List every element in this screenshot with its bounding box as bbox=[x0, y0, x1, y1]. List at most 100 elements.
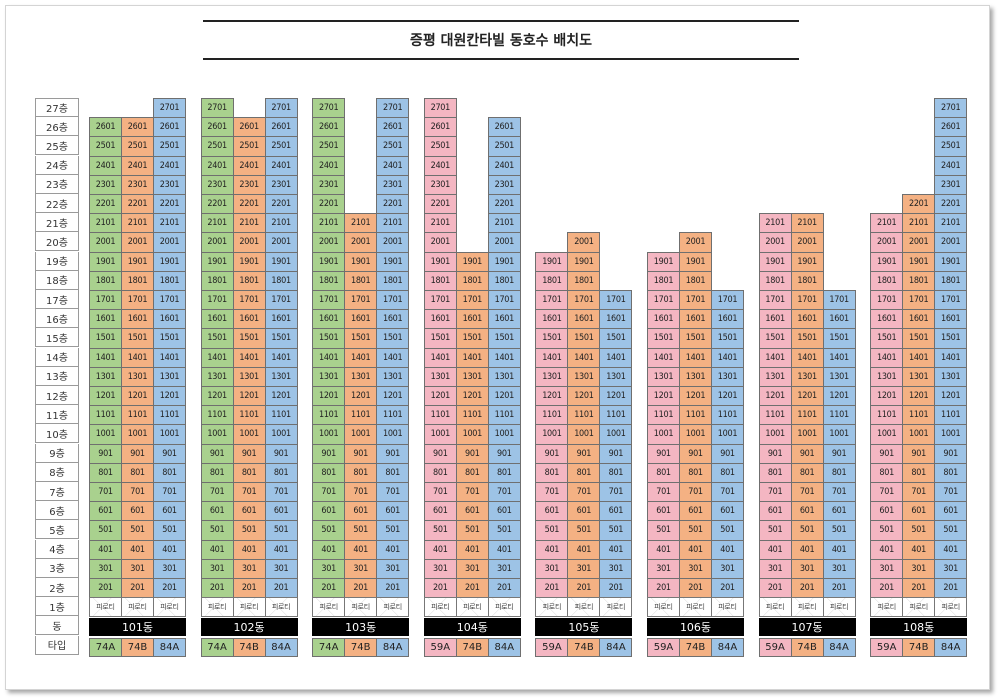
unit-cell: 1201 bbox=[870, 386, 904, 407]
unit-cell: 401 bbox=[567, 539, 601, 560]
unit-cell: 501 bbox=[312, 520, 346, 541]
unit-cell: 401 bbox=[232, 539, 266, 560]
unit-type-cell: 74B bbox=[121, 637, 154, 657]
unit-cell: 1701 bbox=[679, 290, 712, 311]
unit-cell: 1501 bbox=[822, 328, 856, 349]
unit-cell: 2101 bbox=[423, 213, 457, 234]
unit-cell: 2201 bbox=[232, 194, 266, 215]
unit-cell: 301 bbox=[153, 558, 186, 579]
unit-cell: 601 bbox=[790, 501, 824, 522]
unit-cell: 1201 bbox=[679, 386, 712, 407]
floor-label: 15층 bbox=[35, 328, 79, 348]
unit-cell: 401 bbox=[535, 539, 569, 560]
pilotis-cell: 피로티 bbox=[232, 597, 266, 618]
unit-cell: 1901 bbox=[423, 251, 457, 272]
unit-cell: 1801 bbox=[487, 270, 521, 291]
unit-cell: 1701 bbox=[934, 290, 968, 311]
unit-cell: 901 bbox=[312, 443, 346, 464]
unit-cell: 1301 bbox=[200, 366, 234, 387]
unit-cell: 901 bbox=[599, 443, 633, 464]
unit-cell: 901 bbox=[423, 443, 457, 464]
unit-cell: 801 bbox=[153, 462, 186, 483]
unit-cell: 1301 bbox=[232, 366, 266, 387]
unit-cell: 1301 bbox=[599, 366, 633, 387]
unit-type-cell: 84A bbox=[822, 637, 856, 657]
unit-cell: 1101 bbox=[711, 405, 744, 426]
unit-cell: 801 bbox=[679, 462, 712, 483]
unit-cell: 2001 bbox=[758, 232, 792, 253]
unit-cell: 601 bbox=[376, 501, 410, 522]
unit-cell: 301 bbox=[711, 558, 744, 579]
unit-cell: 1401 bbox=[344, 347, 378, 368]
unit-cell: 1401 bbox=[312, 347, 346, 368]
unit-cell: 1701 bbox=[790, 290, 824, 311]
unit-cell: 1401 bbox=[934, 347, 968, 368]
unit-cell: 1801 bbox=[121, 270, 154, 291]
unit-cell: 1301 bbox=[264, 366, 298, 387]
unit-cell: 1301 bbox=[312, 366, 346, 387]
unit-cell: 301 bbox=[455, 558, 489, 579]
unit-cell: 2001 bbox=[153, 232, 186, 253]
unit-cell: 2501 bbox=[312, 136, 346, 157]
unit-cell: 1901 bbox=[758, 251, 792, 272]
pilotis-cell: 피로티 bbox=[934, 597, 968, 618]
unit-cell: 301 bbox=[89, 558, 122, 579]
unit-cell: 1401 bbox=[758, 347, 792, 368]
unit-cell: 2401 bbox=[153, 155, 186, 176]
unit-cell: 2601 bbox=[934, 117, 968, 138]
unit-cell: 1101 bbox=[790, 405, 824, 426]
pilotis-cell: 피로티 bbox=[153, 597, 186, 618]
unit-cell: 2101 bbox=[758, 213, 792, 234]
unit-cell: 401 bbox=[423, 539, 457, 560]
unit-cell: 1701 bbox=[822, 290, 856, 311]
unit-cell: 901 bbox=[89, 443, 122, 464]
unit-cell: 1401 bbox=[455, 347, 489, 368]
unit-cell: 301 bbox=[567, 558, 601, 579]
unit-cell: 301 bbox=[535, 558, 569, 579]
unit-type-cell: 74B bbox=[679, 637, 712, 657]
unit-cell: 1601 bbox=[232, 309, 266, 330]
unit-cell: 2001 bbox=[902, 232, 936, 253]
pilotis-cell: 피로티 bbox=[376, 597, 410, 618]
unit-cell: 2501 bbox=[423, 136, 457, 157]
unit-type-cell: 59A bbox=[647, 637, 680, 657]
unit-cell: 1801 bbox=[376, 270, 410, 291]
unit-cell: 201 bbox=[822, 578, 856, 599]
unit-cell: 1701 bbox=[89, 290, 122, 311]
unit-cell: 1101 bbox=[567, 405, 601, 426]
unit-cell: 2201 bbox=[89, 194, 122, 215]
unit-cell: 401 bbox=[902, 539, 936, 560]
unit-cell: 1001 bbox=[487, 424, 521, 445]
unit-type-cell: 59A bbox=[758, 637, 792, 657]
unit-type-cell: 74B bbox=[232, 637, 266, 657]
unit-cell: 1201 bbox=[535, 386, 569, 407]
unit-cell: 1001 bbox=[89, 424, 122, 445]
unit-cell: 1301 bbox=[535, 366, 569, 387]
unit-cell: 201 bbox=[423, 578, 457, 599]
unit-cell: 401 bbox=[870, 539, 904, 560]
unit-cell: 1001 bbox=[200, 424, 234, 445]
unit-cell: 801 bbox=[711, 462, 744, 483]
unit-cell: 1001 bbox=[121, 424, 154, 445]
unit-cell: 501 bbox=[679, 520, 712, 541]
unit-cell: 2301 bbox=[423, 174, 457, 195]
unit-cell: 501 bbox=[535, 520, 569, 541]
unit-cell: 1501 bbox=[312, 328, 346, 349]
unit-cell: 501 bbox=[902, 520, 936, 541]
unit-cell: 801 bbox=[200, 462, 234, 483]
unit-cell: 501 bbox=[89, 520, 122, 541]
unit-cell: 701 bbox=[934, 482, 968, 503]
unit-cell: 1701 bbox=[200, 290, 234, 311]
unit-cell: 201 bbox=[679, 578, 712, 599]
unit-cell: 1301 bbox=[870, 366, 904, 387]
unit-cell: 2501 bbox=[200, 136, 234, 157]
unit-cell: 901 bbox=[822, 443, 856, 464]
unit-cell: 701 bbox=[758, 482, 792, 503]
unit-cell: 701 bbox=[200, 482, 234, 503]
unit-cell: 1501 bbox=[934, 328, 968, 349]
unit-cell: 2601 bbox=[312, 117, 346, 138]
floor-label: 14층 bbox=[35, 347, 79, 367]
unit-cell: 2601 bbox=[264, 117, 298, 138]
pilotis-cell: 피로티 bbox=[711, 597, 744, 618]
unit-cell: 1201 bbox=[822, 386, 856, 407]
